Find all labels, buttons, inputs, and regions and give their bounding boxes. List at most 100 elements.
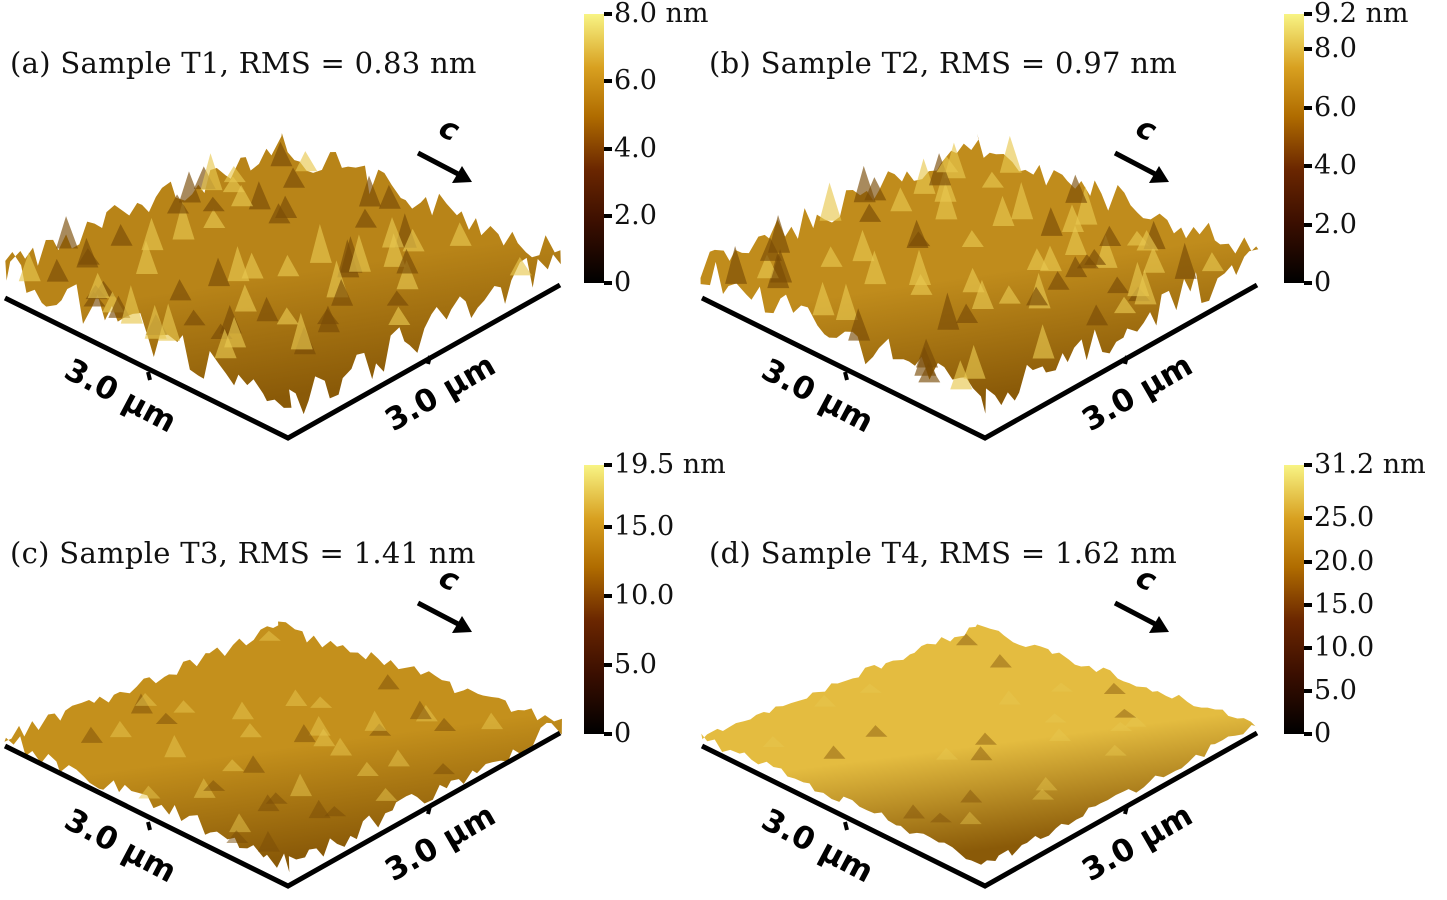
surface-feature: [173, 700, 196, 713]
surface-feature: [1114, 708, 1137, 718]
surface: [700, 133, 1259, 414]
surface-feature: [1174, 242, 1197, 279]
surface-feature: [974, 732, 997, 745]
surface-feature: [935, 182, 958, 220]
surface-feature: [1026, 286, 1049, 306]
surface-feature: [989, 654, 1012, 668]
surface-feature: [234, 284, 257, 312]
surface-feature: [155, 712, 178, 725]
surface-feature: [382, 217, 405, 248]
surface-feature: [937, 292, 960, 330]
axis-lines: [3, 282, 562, 441]
panel-d: (d) Sample T4, RMS = 1.62 nm c 3.0 μm 3.0 μ…: [697, 449, 1426, 900]
colorbar-tick-label: 19.5 nm: [614, 448, 726, 480]
surface-feature: [193, 778, 216, 798]
colorbar-tick-label: 0: [614, 266, 632, 298]
axis-tick: [1123, 805, 1129, 815]
colorbar-tick-label: 2.0: [614, 199, 657, 231]
surface-feature: [1044, 713, 1067, 723]
surface-feature: [864, 250, 887, 285]
surface-feature: [258, 630, 281, 641]
surface-feature: [859, 683, 882, 693]
surface-feature: [295, 151, 318, 172]
colorbar-tick-label: 0: [614, 717, 632, 749]
colorbar: [1284, 465, 1304, 734]
colorbar-tick-label: 6.0: [1314, 91, 1357, 123]
colorbar-tick: [604, 213, 612, 218]
surface-feature: [814, 695, 837, 707]
surface-feature: [310, 696, 333, 708]
surface-feature: [283, 167, 306, 188]
surface-feature: [241, 252, 264, 279]
surface-feature: [820, 246, 843, 267]
surface-feature: [138, 785, 161, 799]
surface-feature: [956, 303, 979, 323]
colorbar-tick-label: 10.0: [1314, 631, 1375, 663]
surface-feature: [1114, 296, 1137, 314]
surface-feature: [992, 195, 1015, 227]
colorbar-tick-label: 2.0: [1314, 208, 1357, 240]
surface-feature: [377, 674, 400, 690]
colorbar-tick-label: 4.0: [1314, 149, 1357, 181]
surface-feature: [358, 175, 381, 207]
surface-feature: [308, 799, 331, 819]
surface: [701, 624, 1258, 865]
colorbar-tick: [1304, 164, 1312, 169]
surface-feature: [1065, 174, 1088, 203]
axis-tick: [146, 371, 152, 381]
surface-feature: [313, 728, 336, 747]
surface-feature: [998, 690, 1021, 705]
panel-c: (c) Sample T3, RMS = 1.41 nm c 3.0 μm 3.0 μ…: [0, 448, 726, 900]
surface-feature: [961, 230, 984, 248]
c-axis-arrow-icon: [1113, 600, 1169, 633]
axis-tick: [426, 355, 432, 365]
surface-feature: [1047, 271, 1070, 290]
axis-tick: [146, 821, 152, 831]
colorbar: [584, 14, 604, 283]
colorbar-tick: [604, 594, 612, 599]
panel-title: (d) Sample T4, RMS = 1.62 nm: [709, 536, 1178, 570]
surface-feature: [1201, 252, 1224, 272]
surface-feature: [243, 755, 266, 773]
surface-feature: [962, 267, 985, 293]
colorbar-tick-label: 20.0: [1314, 545, 1375, 577]
surface-feature: [309, 224, 332, 263]
surface-feature: [999, 135, 1022, 173]
colorbar-tick: [1304, 105, 1312, 110]
axis-tick: [426, 805, 432, 815]
surface-feature: [865, 725, 888, 737]
surface-feature: [1064, 225, 1087, 255]
surface-feature: [725, 246, 748, 284]
surface-feature: [819, 182, 842, 221]
colorbar-tick-label: 31.2 nm: [1314, 448, 1426, 480]
surface-feature: [388, 306, 411, 326]
surface-feature: [759, 237, 782, 261]
surface-feature: [256, 296, 279, 322]
surface-feature: [257, 831, 280, 852]
c-axis-arrow-icon: [1113, 150, 1169, 183]
colorbar-tick: [604, 732, 612, 736]
surface-feature: [324, 806, 347, 817]
surface-feature: [812, 281, 835, 316]
colorbar-tick: [1304, 602, 1312, 607]
surface-feature: [1103, 682, 1126, 694]
surface-feature: [109, 720, 132, 738]
colorbar-tick: [1304, 516, 1312, 521]
colorbar-tick: [1304, 281, 1312, 285]
colorbar-tick: [1304, 463, 1312, 467]
colorbar-tick: [1304, 559, 1312, 564]
surface-feature: [387, 749, 410, 767]
surface-feature: [141, 217, 164, 251]
surface-feature: [396, 248, 419, 274]
surface-feature: [226, 830, 249, 844]
surface-feature: [929, 812, 952, 823]
surface: [4, 621, 562, 873]
surface-feature: [1104, 744, 1127, 756]
panel-b: (b) Sample T2, RMS = 0.97 nm c 3.0 μm 3.0 μ…: [697, 0, 1420, 450]
colorbar-tick-label: 10.0: [614, 579, 675, 611]
surface-feature: [1032, 324, 1055, 359]
colorbar-tick: [1304, 645, 1312, 650]
colorbar-tick: [604, 525, 612, 530]
surface-feature: [83, 291, 106, 307]
surface-feature: [848, 308, 871, 341]
